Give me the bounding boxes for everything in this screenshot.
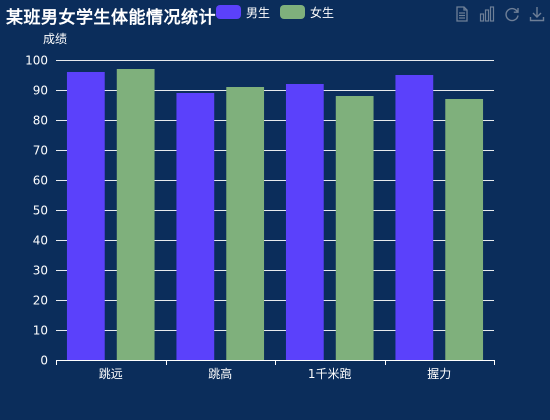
bar-chart-icon[interactable] [478, 5, 496, 23]
legend-label-male: 男生 [246, 5, 271, 20]
x-tick-label: 跳高 [208, 366, 232, 381]
y-tick-label: 20 [33, 294, 48, 308]
y-tick-label: 70 [33, 144, 48, 158]
legend-swatch-male [216, 5, 241, 19]
y-tick-label: 10 [33, 324, 48, 338]
legend-swatch-female [280, 5, 306, 19]
y-tick-label: 80 [33, 114, 48, 128]
bar-female-3 [335, 96, 374, 360]
bars-layer [66, 69, 484, 360]
bar-male-1 [66, 72, 105, 360]
y-axis-label: 成绩 [43, 32, 67, 46]
axis-layer: 0 10 20 30 40 50 60 70 80 90 100 跳远 跳高 1千米跑 握力 [25, 54, 495, 381]
y-tick-label: 40 [33, 234, 48, 248]
y-tick-label: 0 [40, 354, 48, 368]
y-tick-label: 90 [33, 84, 48, 98]
bar-female-1 [116, 69, 155, 360]
download-icon[interactable] [528, 5, 546, 23]
refresh-icon[interactable] [503, 5, 521, 23]
bar-female-4 [445, 99, 484, 360]
legend: 男生 女生 [216, 3, 334, 21]
legend-label-female: 女生 [310, 5, 335, 20]
data-view-icon[interactable] [453, 5, 471, 23]
y-tick-label: 30 [33, 264, 48, 278]
bar-male-2 [176, 93, 215, 360]
bar-female-2 [226, 87, 265, 360]
x-tick-label: 1千米跑 [308, 367, 352, 381]
y-tick-label: 60 [33, 174, 48, 188]
x-tick-label: 跳远 [99, 367, 123, 381]
x-tick-label: 握力 [427, 366, 451, 381]
legend-item-female[interactable]: 女生 [280, 4, 334, 21]
legend-item-male[interactable]: 男生 [216, 4, 270, 21]
bar-male-3 [285, 84, 324, 360]
toolbox [453, 5, 546, 23]
y-tick-label: 100 [25, 54, 48, 68]
chart-title: 某班男女学生体能情况统计 [6, 8, 216, 28]
bar-male-4 [395, 75, 434, 360]
y-tick-label: 50 [33, 204, 48, 218]
